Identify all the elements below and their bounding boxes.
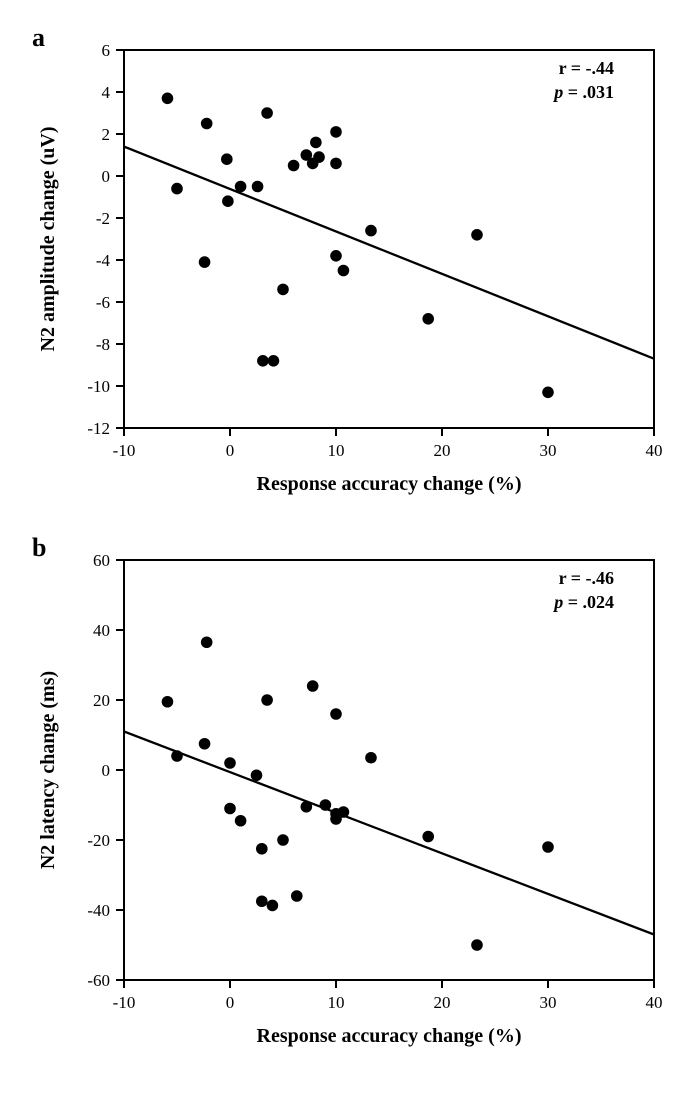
data-point (542, 841, 554, 853)
y-tick-label: -40 (87, 901, 110, 920)
x-axis-label: Response accuracy change (%) (257, 1025, 522, 1047)
x-tick-label: 10 (328, 441, 345, 460)
data-point (267, 900, 279, 912)
x-tick-label: 20 (434, 441, 451, 460)
data-point (338, 265, 350, 277)
data-point (162, 93, 174, 105)
data-point (224, 803, 236, 815)
x-tick-label: 0 (226, 441, 235, 460)
data-point (422, 313, 434, 325)
x-tick-label: -10 (113, 993, 136, 1012)
y-tick-label: 4 (102, 83, 111, 102)
data-point (330, 158, 342, 170)
data-point (268, 355, 280, 367)
data-point (301, 801, 313, 813)
stats-p: p = .024 (552, 592, 614, 612)
panel-a: -10010203040-12-10-8-6-4-20246Response a… (14, 8, 671, 508)
x-tick-label: 30 (540, 993, 557, 1012)
data-point (338, 806, 350, 818)
x-tick-label: 0 (226, 993, 235, 1012)
y-tick-label: -12 (87, 419, 110, 438)
data-point (224, 757, 236, 769)
data-point (471, 229, 483, 241)
scatter-a: -10010203040-12-10-8-6-4-20246Response a… (14, 8, 671, 508)
data-point (222, 195, 234, 207)
data-point (422, 831, 434, 843)
y-tick-label: -10 (87, 377, 110, 396)
data-point (201, 636, 213, 648)
scatter-b: -10 0 10 20 30 40 -60 -40 -20 0 20 40 60 Response acc… (14, 508, 671, 1068)
data-point (252, 181, 264, 193)
data-point (277, 834, 289, 846)
data-point (201, 118, 213, 130)
data-point (256, 895, 268, 907)
data-point (221, 153, 233, 165)
data-point (291, 890, 303, 902)
data-point (365, 752, 377, 764)
data-point (235, 181, 247, 193)
data-point (365, 225, 377, 237)
stats-r: r = -.46 (559, 568, 614, 588)
x-tick-label: 40 (646, 441, 663, 460)
data-point (251, 769, 263, 781)
data-point (330, 250, 342, 262)
data-point (171, 183, 183, 195)
data-point (307, 680, 319, 692)
y-tick-label: 6 (102, 41, 111, 60)
y-tick-label: 0 (102, 761, 111, 780)
data-point (261, 107, 273, 119)
x-tick-label: 10 (328, 993, 345, 1012)
panel-b: -10 0 10 20 30 40 -60 -40 -20 0 20 40 60 Response acc… (14, 508, 671, 1068)
x-tick-label: 20 (434, 993, 451, 1012)
data-point (320, 799, 332, 811)
data-point (162, 696, 174, 708)
stats-r: r = -.44 (559, 58, 614, 78)
data-point (288, 160, 300, 172)
y-tick-label: -6 (96, 293, 110, 312)
data-point (313, 151, 325, 163)
y-tick-label: -8 (96, 335, 110, 354)
data-point (256, 843, 268, 855)
data-point (261, 694, 273, 706)
y-axis-label: N2 latency change (ms) (37, 671, 59, 869)
x-tick-label: -10 (113, 441, 136, 460)
y-tick-label: 40 (93, 621, 110, 640)
data-point (235, 815, 247, 827)
y-tick-label: -20 (87, 831, 110, 850)
data-point (277, 284, 289, 296)
stats-p: p = .031 (552, 82, 614, 102)
data-point (199, 256, 211, 268)
x-tick-label: 30 (540, 441, 557, 460)
x-axis-label: Response accuracy change (%) (257, 473, 522, 495)
y-tick-label: 60 (93, 551, 110, 570)
y-tick-label: 2 (102, 125, 111, 144)
panel-letter: b (32, 533, 46, 562)
data-point (471, 939, 483, 951)
data-point (257, 355, 269, 367)
data-point (330, 708, 342, 720)
y-tick-label: -4 (96, 251, 111, 270)
y-tick-label: 0 (102, 167, 111, 186)
data-point (310, 137, 322, 149)
data-point (542, 387, 554, 399)
data-point (330, 126, 342, 138)
y-tick-label: -2 (96, 209, 110, 228)
y-tick-label: -60 (87, 971, 110, 990)
y-tick-label: 20 (93, 691, 110, 710)
data-point (199, 738, 211, 750)
data-point (171, 750, 183, 762)
x-tick-label: 40 (646, 993, 663, 1012)
panel-letter: a (32, 23, 45, 52)
y-axis-label: N2 amplitude change (uV) (37, 126, 59, 351)
figure: -10010203040-12-10-8-6-4-20246Response a… (0, 0, 685, 1076)
